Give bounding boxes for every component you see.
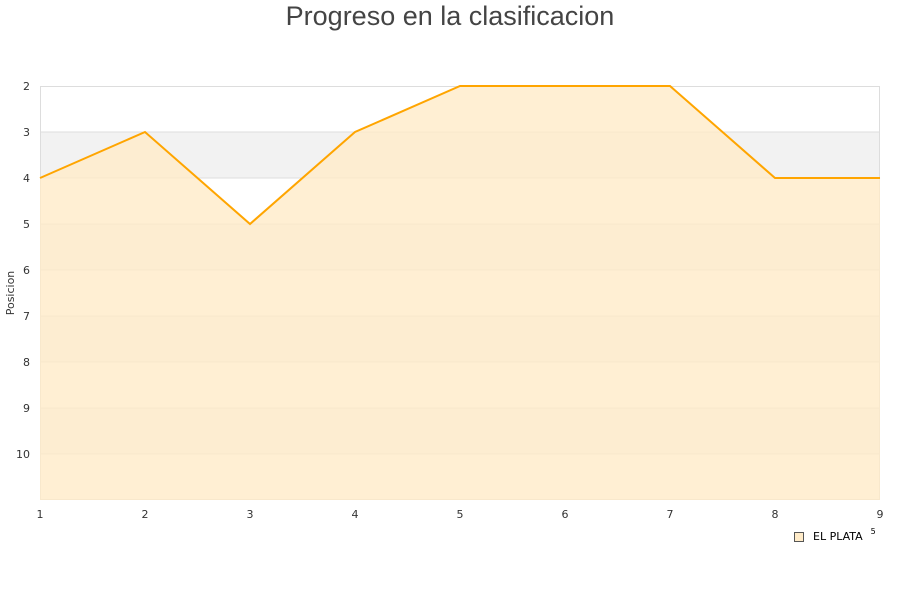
x-tick-label: 7	[667, 508, 674, 521]
legend-extra: 5	[870, 527, 876, 536]
x-tick-label: 3	[247, 508, 254, 521]
chart-title: Progreso en la clasificacion	[285, 1, 615, 31]
legend-swatch	[794, 531, 804, 542]
x-tick-label: 2	[142, 508, 149, 521]
y-tick-label: 5	[23, 218, 30, 231]
x-tick-label: 5	[457, 508, 464, 521]
x-tick-label: 1	[37, 508, 44, 521]
y-tick-label: 2	[23, 80, 30, 93]
series-area	[40, 86, 880, 500]
y-tick-label: 4	[23, 172, 30, 185]
x-tick-label: 6	[562, 508, 569, 521]
legend: EL PLATA 5	[794, 527, 876, 543]
y-axis-label: Posicion	[4, 271, 17, 316]
y-tick-label: 6	[23, 264, 30, 277]
y-tick-label: 9	[23, 402, 30, 415]
legend-label: EL PLATA	[813, 530, 863, 543]
x-tick-label: 8	[772, 508, 779, 521]
y-tick-label: 3	[23, 126, 30, 139]
y-tick-label: 7	[23, 310, 30, 323]
y-tick-label: 10	[16, 448, 30, 461]
x-tick-label: 4	[352, 508, 359, 521]
y-tick-label: 8	[23, 356, 30, 369]
x-tick-label: 9	[877, 508, 884, 521]
